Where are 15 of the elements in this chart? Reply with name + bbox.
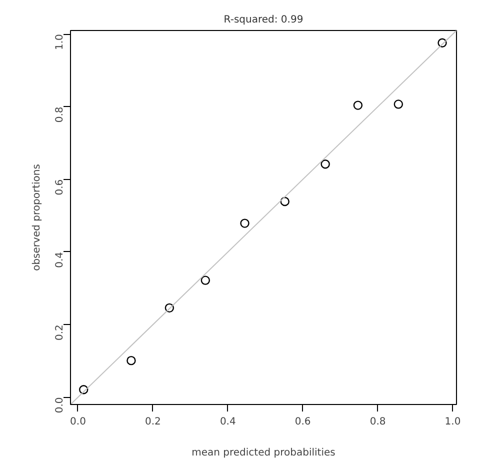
x-axis-title: mean predicted probabilities bbox=[192, 448, 336, 458]
x-tick-label: 1.0 bbox=[444, 416, 461, 428]
x-tick-label: 0.4 bbox=[220, 416, 236, 428]
y-tick-label: 0.6 bbox=[54, 179, 66, 196]
y-axis-title: observed proportions bbox=[32, 164, 42, 271]
x-tick-label: 0.0 bbox=[70, 416, 86, 428]
y-tick-label: 0.4 bbox=[54, 252, 66, 268]
y-tick-label: 0.2 bbox=[54, 324, 66, 341]
y-tick-label: 0.8 bbox=[54, 106, 66, 123]
x-tick-label: 0.6 bbox=[294, 416, 311, 428]
x-tick-label: 0.8 bbox=[370, 416, 386, 428]
y-tick-label: 1.0 bbox=[54, 34, 66, 50]
x-tick-label: 0.2 bbox=[144, 416, 161, 428]
y-tick-label: 0.0 bbox=[54, 397, 66, 414]
chart-title: R-squared: 0.99 bbox=[224, 14, 304, 26]
